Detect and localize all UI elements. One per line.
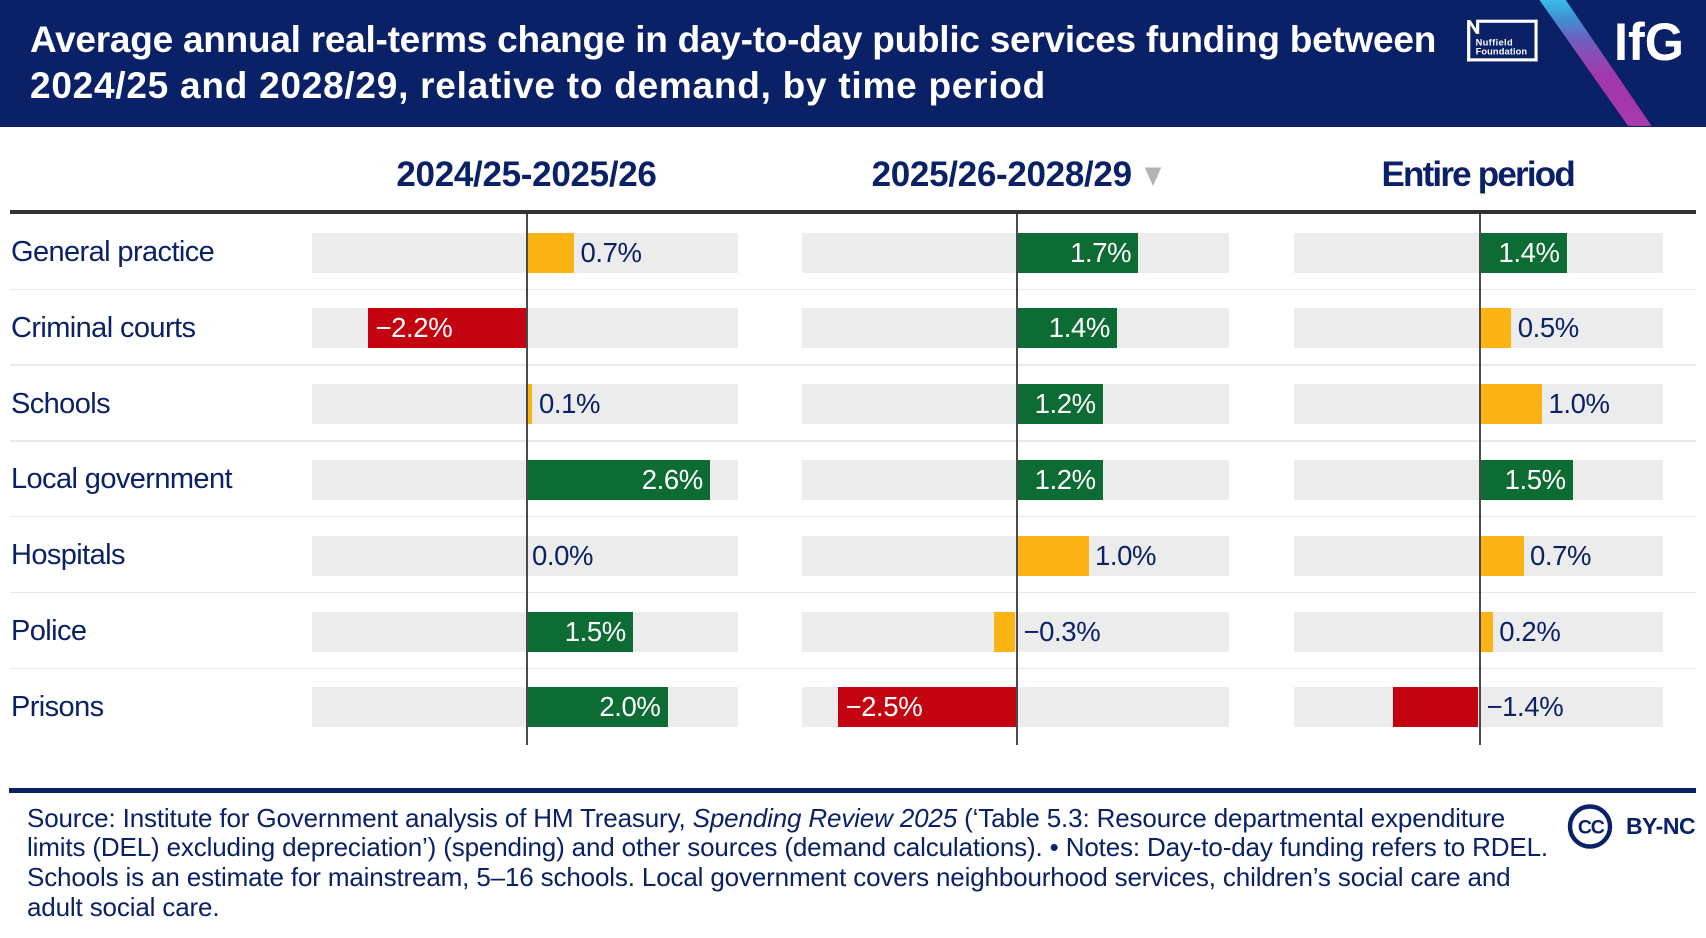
svg-text:Nuffield: Nuffield (1476, 37, 1513, 47)
svg-text:CC: CC (1578, 816, 1605, 838)
svg-text:Foundation: Foundation (1476, 46, 1528, 56)
